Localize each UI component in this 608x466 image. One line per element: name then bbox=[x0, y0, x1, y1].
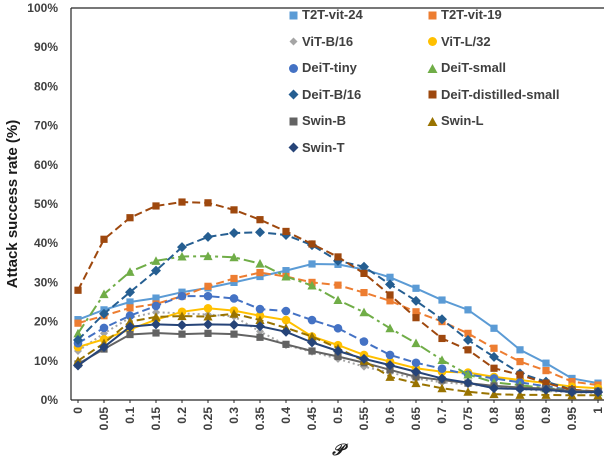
y-tick-label: 70% bbox=[34, 119, 58, 133]
legend-label: ViT-B/16 bbox=[302, 33, 354, 49]
legend-label: Swin-L bbox=[441, 113, 484, 128]
legend-marker-icon bbox=[426, 88, 439, 100]
legend-item-ViT-L/32: ViT-L/32 bbox=[426, 32, 559, 51]
x-tick-label: 0.9 bbox=[539, 407, 553, 424]
legend-item-DeiT-tiny: DeiT-tiny bbox=[287, 58, 426, 77]
x-tick-label: 0.6 bbox=[383, 407, 397, 424]
legend-item-DeiT-distilled-small: DeiT-distilled-small bbox=[426, 85, 559, 104]
x-tick-label: 1 bbox=[591, 407, 605, 414]
x-tick-label: 0.4 bbox=[279, 407, 293, 424]
x-tick-label: 0.8 bbox=[487, 407, 501, 424]
x-tick-label: 0.55 bbox=[357, 407, 371, 431]
legend-label: Swin-T bbox=[302, 139, 345, 155]
x-tick-label: 0.2 bbox=[175, 407, 189, 424]
legend-item-Swin-B: Swin-B bbox=[287, 111, 426, 130]
legend-item-T2T-vit-19: T2T-vit-19 bbox=[426, 5, 559, 24]
legend-label: ViT-L/32 bbox=[441, 33, 491, 49]
x-tick-label: 0.25 bbox=[201, 407, 215, 431]
y-tick-label: 10% bbox=[34, 354, 58, 368]
legend-item-T2T-vit-24: T2T-vit-24 bbox=[287, 5, 426, 24]
legend-label: DeiT-distilled-small bbox=[441, 86, 560, 102]
legend-marker-icon bbox=[426, 35, 439, 47]
x-tick-label: 0 bbox=[71, 407, 85, 414]
x-tick-label: 0.45 bbox=[305, 407, 319, 431]
legend-marker-icon bbox=[426, 115, 439, 127]
legend-label: DeiT-small bbox=[441, 60, 507, 75]
x-tick-label: 0.05 bbox=[97, 407, 111, 431]
legend-marker-icon bbox=[287, 88, 300, 100]
legend-marker-icon bbox=[287, 62, 300, 74]
y-tick-label: 60% bbox=[34, 158, 58, 172]
y-tick-label: 0% bbox=[41, 393, 59, 407]
legend-label: Swin-B bbox=[302, 113, 347, 128]
x-tick-label: 0.65 bbox=[409, 407, 423, 431]
legend-item-Swin-T: Swin-T bbox=[287, 138, 426, 157]
legend-label: T2T-vit-24 bbox=[302, 7, 363, 22]
legend-item-Swin-L: Swin-L bbox=[426, 111, 559, 130]
x-tick-label: 0.1 bbox=[123, 407, 137, 424]
y-tick-label: 40% bbox=[34, 236, 58, 250]
legend-label: DeiT-tiny bbox=[302, 60, 357, 75]
x-axis-title: 𝒫 bbox=[331, 440, 348, 459]
legend: T2T-vit-24 T2T-vit-19 ViT-B/16 ViT-L/32 DeiT… bbox=[287, 5, 559, 157]
y-tick-label: 90% bbox=[34, 40, 58, 54]
legend-label: DeiT-B/16 bbox=[302, 86, 362, 102]
x-tick-label: 0.5 bbox=[331, 407, 345, 424]
legend-marker-icon bbox=[287, 9, 300, 21]
legend-item-DeiT-small: DeiT-small bbox=[426, 58, 559, 77]
y-tick-label: 30% bbox=[34, 275, 58, 289]
y-tick-label: 20% bbox=[34, 315, 58, 329]
x-tick-label: 0.3 bbox=[227, 407, 241, 424]
series-line-DeiT-tiny bbox=[77, 295, 599, 393]
x-tick-label: 0.15 bbox=[149, 407, 163, 431]
x-tick-label: 0.7 bbox=[435, 407, 449, 424]
y-axis-title: Attack success rate (%) bbox=[4, 120, 21, 288]
legend-marker-icon bbox=[287, 35, 300, 47]
y-tick-label: 50% bbox=[34, 197, 58, 211]
legend-marker-icon bbox=[287, 141, 300, 153]
x-tick-label: 0.35 bbox=[253, 407, 267, 431]
x-tick-label: 0.85 bbox=[513, 407, 527, 431]
legend-label: T2T-vit-19 bbox=[441, 7, 502, 22]
legend-item-ViT-B/16: ViT-B/16 bbox=[287, 32, 426, 51]
x-tick-label: 0.95 bbox=[565, 407, 579, 431]
y-tick-label: 80% bbox=[34, 79, 58, 93]
legend-marker-icon bbox=[287, 115, 300, 127]
x-tick-label: 0.75 bbox=[461, 407, 475, 431]
y-tick-label: 100% bbox=[27, 1, 58, 15]
legend-marker-icon bbox=[426, 62, 439, 74]
legend-item-DeiT-B/16: DeiT-B/16 bbox=[287, 85, 426, 104]
legend-marker-icon bbox=[426, 9, 439, 21]
